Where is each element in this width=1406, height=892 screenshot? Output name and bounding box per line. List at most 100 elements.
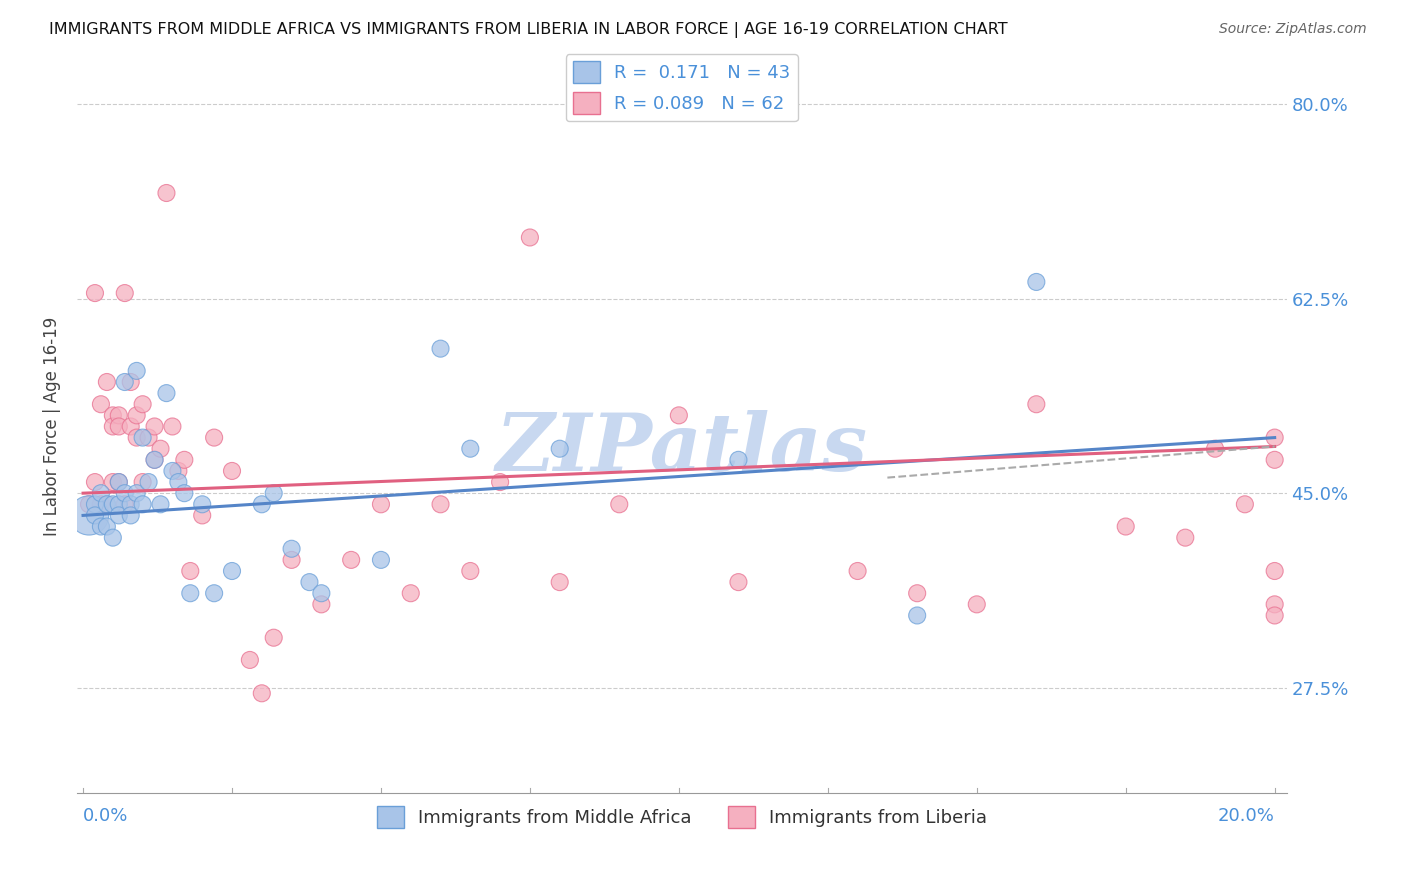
Point: [96, 497, 118, 511]
Point: [84, 286, 107, 301]
Point: [727, 575, 749, 590]
Point: [143, 419, 166, 434]
Point: [370, 497, 392, 511]
Point: [340, 553, 363, 567]
Point: [191, 508, 214, 523]
Point: [120, 508, 142, 523]
Point: [131, 475, 153, 489]
Text: ZIPatlas: ZIPatlas: [496, 409, 868, 487]
Point: [905, 586, 928, 600]
Point: [221, 464, 243, 478]
Point: [221, 564, 243, 578]
Point: [143, 453, 166, 467]
Point: [1264, 564, 1286, 578]
Point: [727, 453, 749, 467]
Point: [138, 475, 160, 489]
Point: [179, 586, 201, 600]
Point: [250, 686, 273, 700]
Point: [162, 419, 184, 434]
Point: [966, 598, 988, 612]
Point: [607, 497, 630, 511]
Point: [298, 575, 321, 590]
Point: [120, 497, 142, 511]
Point: [370, 553, 392, 567]
Point: [1025, 275, 1047, 289]
Point: [114, 286, 136, 301]
Point: [280, 541, 302, 556]
Point: [77, 497, 100, 511]
Y-axis label: In Labor Force | Age 16-19: In Labor Force | Age 16-19: [44, 317, 60, 536]
Point: [548, 575, 571, 590]
Point: [250, 497, 273, 511]
Text: 0.0%: 0.0%: [83, 806, 128, 825]
Point: [96, 375, 118, 389]
Point: [96, 497, 118, 511]
Point: [548, 442, 571, 456]
Point: [905, 608, 928, 623]
Point: [167, 475, 190, 489]
Point: [84, 508, 107, 523]
Point: [162, 464, 184, 478]
Point: [125, 364, 148, 378]
Point: [149, 442, 172, 456]
Text: Source: ZipAtlas.com: Source: ZipAtlas.com: [1219, 22, 1367, 37]
Point: [138, 431, 160, 445]
Point: [107, 497, 129, 511]
Point: [101, 419, 124, 434]
Point: [77, 508, 100, 523]
Point: [101, 409, 124, 423]
Point: [239, 653, 262, 667]
Point: [399, 586, 422, 600]
Point: [120, 375, 142, 389]
Point: [125, 431, 148, 445]
Point: [167, 464, 190, 478]
Point: [191, 497, 214, 511]
Point: [179, 564, 201, 578]
Text: 20.0%: 20.0%: [1218, 806, 1275, 825]
Point: [519, 230, 541, 244]
Point: [1264, 598, 1286, 612]
Point: [107, 419, 129, 434]
Point: [107, 409, 129, 423]
Point: [131, 431, 153, 445]
Point: [114, 497, 136, 511]
Point: [149, 497, 172, 511]
Text: IMMIGRANTS FROM MIDDLE AFRICA VS IMMIGRANTS FROM LIBERIA IN LABOR FORCE | AGE 16: IMMIGRANTS FROM MIDDLE AFRICA VS IMMIGRA…: [49, 22, 1008, 38]
Point: [90, 497, 112, 511]
Point: [101, 531, 124, 545]
Point: [107, 508, 129, 523]
Point: [489, 475, 512, 489]
Point: [429, 342, 451, 356]
Point: [1264, 453, 1286, 467]
Point: [84, 497, 107, 511]
Point: [1233, 497, 1256, 511]
Point: [1174, 531, 1197, 545]
Point: [131, 497, 153, 511]
Legend: Immigrants from Middle Africa, Immigrants from Liberia: Immigrants from Middle Africa, Immigrant…: [370, 799, 994, 836]
Point: [263, 486, 285, 500]
Point: [107, 475, 129, 489]
Point: [668, 409, 690, 423]
Point: [90, 519, 112, 533]
Point: [125, 409, 148, 423]
Point: [101, 497, 124, 511]
Point: [280, 553, 302, 567]
Point: [202, 586, 225, 600]
Point: [1204, 442, 1226, 456]
Point: [1264, 431, 1286, 445]
Point: [1264, 608, 1286, 623]
Point: [143, 453, 166, 467]
Point: [311, 598, 333, 612]
Point: [90, 486, 112, 500]
Point: [460, 442, 482, 456]
Point: [846, 564, 869, 578]
Point: [173, 453, 195, 467]
Point: [311, 586, 333, 600]
Point: [125, 486, 148, 500]
Point: [107, 475, 129, 489]
Point: [173, 486, 195, 500]
Point: [96, 519, 118, 533]
Point: [155, 386, 177, 401]
Point: [263, 631, 285, 645]
Point: [429, 497, 451, 511]
